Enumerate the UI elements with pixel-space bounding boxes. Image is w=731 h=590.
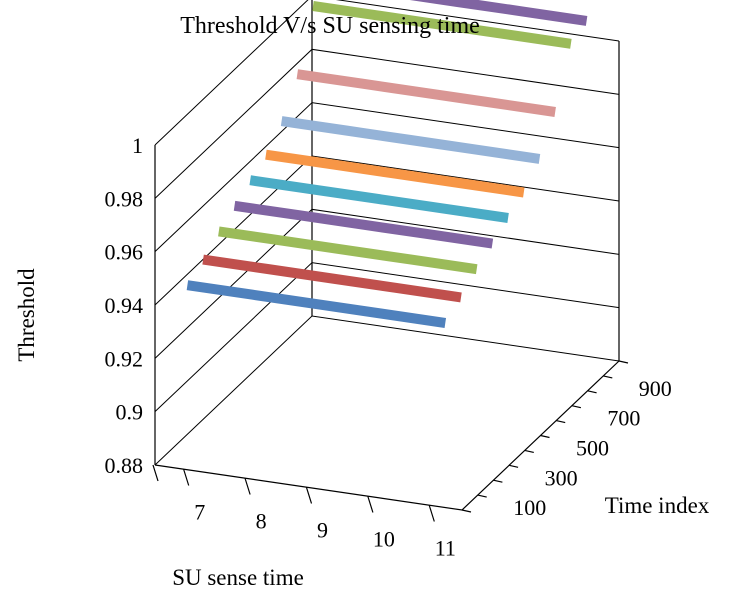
y-tick-label: 0.9 xyxy=(116,400,144,425)
y-tick-label: 0.92 xyxy=(105,346,144,371)
x-tick-mark xyxy=(428,505,435,522)
z-axis-title: Time index xyxy=(605,493,710,518)
x-tick-mark xyxy=(244,478,251,495)
y-tick-label: 0.94 xyxy=(105,293,144,318)
series-line xyxy=(218,226,478,275)
x-tick-mark xyxy=(367,496,374,513)
z-tick-mark xyxy=(587,390,597,394)
z-tick-label: 900 xyxy=(639,376,672,401)
z-tick-mark xyxy=(571,405,582,409)
z-tick-mark xyxy=(540,434,550,439)
x-axis-title: SU sense time xyxy=(172,565,304,590)
z-tick-mark xyxy=(524,449,534,453)
z-tick-mark xyxy=(508,464,519,468)
y-tick-label: 0.98 xyxy=(105,186,144,211)
z-tick-label: 300 xyxy=(545,465,578,490)
z-tick-mark xyxy=(461,509,472,513)
series-line xyxy=(202,254,462,303)
z-tick-mark xyxy=(556,420,566,424)
y-tick-label: 1 xyxy=(132,133,143,158)
gridline xyxy=(154,0,620,146)
z-tick-label: 100 xyxy=(513,495,546,520)
series-line xyxy=(186,280,447,328)
x-tick-mark xyxy=(183,469,190,486)
series-line xyxy=(296,69,556,117)
series-line xyxy=(280,116,541,164)
y-tick-label: 0.88 xyxy=(105,453,144,478)
x-tick-label: 9 xyxy=(317,518,328,543)
z-tick-label: 500 xyxy=(576,436,609,461)
series-layer xyxy=(186,0,588,328)
x-tick-label: 11 xyxy=(435,536,456,561)
x-tick-label: 7 xyxy=(194,500,205,525)
z-tick-mark xyxy=(477,494,487,498)
series-line xyxy=(233,200,494,249)
z-tick-label: 700 xyxy=(607,406,640,431)
series-line xyxy=(249,175,509,223)
grid-layer xyxy=(152,0,629,522)
z-tick-mark xyxy=(493,479,503,483)
x-tick-label: 8 xyxy=(256,509,267,534)
series-line xyxy=(312,1,572,49)
series-line xyxy=(409,0,588,26)
y-axis-title: Threshold xyxy=(14,268,39,362)
gridline xyxy=(154,315,620,466)
x-tick-label: 10 xyxy=(373,527,395,552)
y-tick-label: 0.96 xyxy=(105,240,144,265)
z-tick-mark xyxy=(618,360,629,364)
x-tick-mark xyxy=(152,464,159,482)
z-tick-mark xyxy=(603,375,613,379)
chart-title: Threshold V/s SU sensing time xyxy=(180,13,480,39)
label-layer: 0.88 0.9 0.92 0.94 0.96 0.98 1 7 8 9 10 11 100 300 500… xyxy=(105,133,672,561)
x-tick-mark xyxy=(305,487,313,504)
series-line xyxy=(265,149,525,198)
